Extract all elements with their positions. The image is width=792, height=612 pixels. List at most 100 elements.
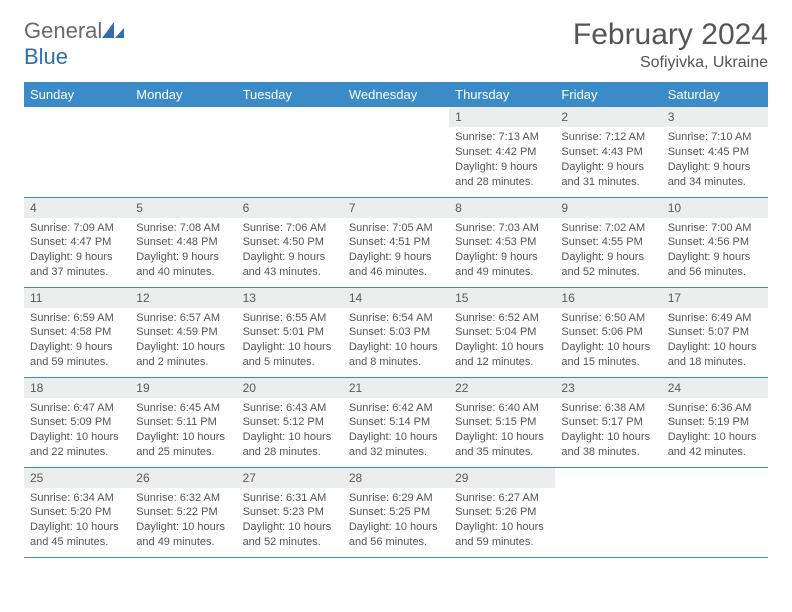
day-sr: Sunrise: 6:32 AM <box>136 491 230 506</box>
day-number: 29 <box>449 468 555 488</box>
day-number: 24 <box>662 378 768 398</box>
calendar-day-cell: 21Sunrise: 6:42 AMSunset: 5:14 PMDayligh… <box>343 377 449 467</box>
day-dl1: Daylight: 9 hours <box>243 250 337 265</box>
day-number-empty <box>24 107 130 127</box>
calendar-day-cell <box>343 107 449 197</box>
calendar-day-cell: 4Sunrise: 7:09 AMSunset: 4:47 PMDaylight… <box>24 197 130 287</box>
day-ss: Sunset: 5:22 PM <box>136 505 230 520</box>
day-dl2: and 49 minutes. <box>136 535 230 550</box>
day-dl1: Daylight: 9 hours <box>668 250 762 265</box>
day-sr: Sunrise: 6:27 AM <box>455 491 549 506</box>
day-ss: Sunset: 5:04 PM <box>455 325 549 340</box>
header: General Blue February 2024 Sofiyivka, Uk… <box>24 18 768 72</box>
calendar-day-cell: 20Sunrise: 6:43 AMSunset: 5:12 PMDayligh… <box>237 377 343 467</box>
day-sr: Sunrise: 6:54 AM <box>349 311 443 326</box>
day-number: 3 <box>662 107 768 127</box>
day-data: Sunrise: 7:09 AMSunset: 4:47 PMDaylight:… <box>24 218 130 286</box>
day-data: Sunrise: 6:34 AMSunset: 5:20 PMDaylight:… <box>24 488 130 556</box>
day-data: Sunrise: 6:38 AMSunset: 5:17 PMDaylight:… <box>555 398 661 466</box>
day-dl1: Daylight: 9 hours <box>455 160 549 175</box>
calendar-day-cell: 17Sunrise: 6:49 AMSunset: 5:07 PMDayligh… <box>662 287 768 377</box>
calendar-day-cell: 22Sunrise: 6:40 AMSunset: 5:15 PMDayligh… <box>449 377 555 467</box>
day-dl2: and 56 minutes. <box>349 535 443 550</box>
day-ss: Sunset: 4:50 PM <box>243 235 337 250</box>
day-ss: Sunset: 4:43 PM <box>561 145 655 160</box>
day-sr: Sunrise: 6:31 AM <box>243 491 337 506</box>
day-ss: Sunset: 4:58 PM <box>30 325 124 340</box>
day-ss: Sunset: 4:45 PM <box>668 145 762 160</box>
day-data: Sunrise: 7:06 AMSunset: 4:50 PMDaylight:… <box>237 218 343 286</box>
day-dl1: Daylight: 9 hours <box>561 160 655 175</box>
day-sr: Sunrise: 6:38 AM <box>561 401 655 416</box>
location: Sofiyivka, Ukraine <box>573 54 768 72</box>
day-dl2: and 59 minutes. <box>30 355 124 370</box>
day-sr: Sunrise: 7:03 AM <box>455 221 549 236</box>
day-data: Sunrise: 7:00 AMSunset: 4:56 PMDaylight:… <box>662 218 768 286</box>
day-sr: Sunrise: 7:09 AM <box>30 221 124 236</box>
day-dl1: Daylight: 10 hours <box>243 520 337 535</box>
day-sr: Sunrise: 6:34 AM <box>30 491 124 506</box>
day-dl2: and 56 minutes. <box>668 265 762 280</box>
day-data: Sunrise: 6:52 AMSunset: 5:04 PMDaylight:… <box>449 308 555 376</box>
day-number: 20 <box>237 378 343 398</box>
day-dl2: and 38 minutes. <box>561 445 655 460</box>
calendar-week-row: 4Sunrise: 7:09 AMSunset: 4:47 PMDaylight… <box>24 197 768 287</box>
day-data: Sunrise: 7:13 AMSunset: 4:42 PMDaylight:… <box>449 127 555 195</box>
day-dl2: and 37 minutes. <box>30 265 124 280</box>
calendar-day-cell: 24Sunrise: 6:36 AMSunset: 5:19 PMDayligh… <box>662 377 768 467</box>
day-ss: Sunset: 5:03 PM <box>349 325 443 340</box>
day-dl1: Daylight: 10 hours <box>561 340 655 355</box>
day-ss: Sunset: 4:48 PM <box>136 235 230 250</box>
calendar-day-cell: 8Sunrise: 7:03 AMSunset: 4:53 PMDaylight… <box>449 197 555 287</box>
calendar-table: SundayMondayTuesdayWednesdayThursdayFrid… <box>24 82 768 558</box>
day-dl1: Daylight: 10 hours <box>30 430 124 445</box>
day-ss: Sunset: 5:20 PM <box>30 505 124 520</box>
day-number: 28 <box>343 468 449 488</box>
calendar-day-cell: 10Sunrise: 7:00 AMSunset: 4:56 PMDayligh… <box>662 197 768 287</box>
day-number: 8 <box>449 198 555 218</box>
day-dl1: Daylight: 9 hours <box>455 250 549 265</box>
day-dl2: and 35 minutes. <box>455 445 549 460</box>
day-sr: Sunrise: 7:05 AM <box>349 221 443 236</box>
day-ss: Sunset: 5:07 PM <box>668 325 762 340</box>
calendar-day-cell: 5Sunrise: 7:08 AMSunset: 4:48 PMDaylight… <box>130 197 236 287</box>
calendar-day-cell: 6Sunrise: 7:06 AMSunset: 4:50 PMDaylight… <box>237 197 343 287</box>
day-sr: Sunrise: 6:49 AM <box>668 311 762 326</box>
day-dl1: Daylight: 10 hours <box>30 520 124 535</box>
calendar-day-cell: 11Sunrise: 6:59 AMSunset: 4:58 PMDayligh… <box>24 287 130 377</box>
day-sr: Sunrise: 6:42 AM <box>349 401 443 416</box>
day-ss: Sunset: 5:23 PM <box>243 505 337 520</box>
calendar-day-cell: 25Sunrise: 6:34 AMSunset: 5:20 PMDayligh… <box>24 467 130 557</box>
day-data: Sunrise: 6:31 AMSunset: 5:23 PMDaylight:… <box>237 488 343 556</box>
day-ss: Sunset: 5:12 PM <box>243 415 337 430</box>
weekday-header-row: SundayMondayTuesdayWednesdayThursdayFrid… <box>24 82 768 107</box>
calendar-day-cell: 28Sunrise: 6:29 AMSunset: 5:25 PMDayligh… <box>343 467 449 557</box>
day-data: Sunrise: 6:50 AMSunset: 5:06 PMDaylight:… <box>555 308 661 376</box>
day-dl1: Daylight: 10 hours <box>136 520 230 535</box>
calendar-day-cell: 3Sunrise: 7:10 AMSunset: 4:45 PMDaylight… <box>662 107 768 197</box>
day-dl2: and 31 minutes. <box>561 175 655 190</box>
day-sr: Sunrise: 7:00 AM <box>668 221 762 236</box>
day-ss: Sunset: 4:56 PM <box>668 235 762 250</box>
day-dl1: Daylight: 9 hours <box>136 250 230 265</box>
calendar-day-cell <box>662 467 768 557</box>
day-dl2: and 43 minutes. <box>243 265 337 280</box>
day-sr: Sunrise: 6:50 AM <box>561 311 655 326</box>
day-dl1: Daylight: 9 hours <box>349 250 443 265</box>
day-dl1: Daylight: 10 hours <box>243 430 337 445</box>
calendar-day-cell <box>237 107 343 197</box>
day-data: Sunrise: 6:45 AMSunset: 5:11 PMDaylight:… <box>130 398 236 466</box>
day-dl2: and 15 minutes. <box>561 355 655 370</box>
day-number-empty <box>130 107 236 127</box>
day-dl2: and 34 minutes. <box>668 175 762 190</box>
day-ss: Sunset: 4:55 PM <box>561 235 655 250</box>
calendar-week-row: 1Sunrise: 7:13 AMSunset: 4:42 PMDaylight… <box>24 107 768 197</box>
day-dl1: Daylight: 10 hours <box>136 430 230 445</box>
day-dl2: and 59 minutes. <box>455 535 549 550</box>
day-dl2: and 46 minutes. <box>349 265 443 280</box>
day-dl1: Daylight: 10 hours <box>668 430 762 445</box>
day-ss: Sunset: 4:51 PM <box>349 235 443 250</box>
day-dl2: and 12 minutes. <box>455 355 549 370</box>
day-number: 18 <box>24 378 130 398</box>
day-ss: Sunset: 5:14 PM <box>349 415 443 430</box>
